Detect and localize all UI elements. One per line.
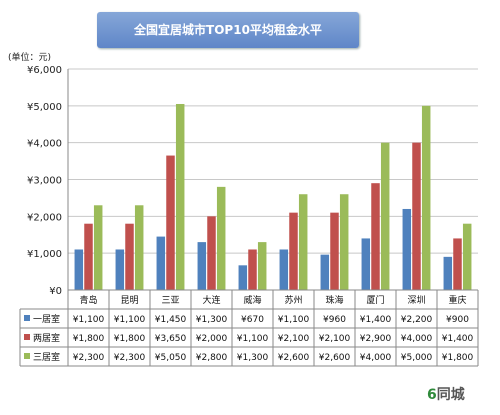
data-cell: ¥2,900: [360, 334, 392, 344]
data-cell: ¥1,800: [114, 334, 146, 344]
category-label: 大连: [202, 294, 220, 306]
bar-1-7: [371, 183, 380, 290]
y-tick-label: ¥0: [49, 286, 62, 297]
bar-1-6: [330, 212, 339, 290]
data-cell: ¥5,000: [401, 353, 433, 363]
bar-0-5: [279, 249, 289, 290]
bar-1-2: [166, 155, 175, 290]
y-tick-label: ¥3,000: [27, 176, 62, 187]
data-cell: ¥2,000: [196, 334, 228, 344]
category-label: 昆明: [120, 295, 138, 306]
bar-2-2: [175, 103, 185, 290]
data-cell: ¥2,300: [73, 353, 105, 363]
data-cell: ¥1,300: [196, 315, 228, 325]
bar-0-0: [74, 249, 84, 290]
bar-0-1: [115, 249, 125, 290]
category-label: 威海: [243, 294, 261, 306]
data-cell: ¥960: [323, 315, 346, 325]
category-label: 苏州: [284, 294, 302, 306]
data-cell: ¥1,400: [360, 315, 392, 325]
category-label: 三亚: [161, 295, 179, 306]
bar-0-6: [320, 254, 330, 290]
bar-1-3: [207, 216, 216, 290]
data-cell: ¥3,650: [155, 334, 187, 344]
category-label: 重庆: [448, 294, 466, 306]
bar-1-5: [289, 212, 298, 290]
bar-2-4: [257, 242, 267, 290]
chart-title: 全国宜居城市TOP10平均租金水平: [97, 12, 359, 48]
bar-2-6: [339, 194, 349, 290]
data-cell: ¥2,600: [278, 353, 310, 363]
bar-0-9: [443, 256, 453, 290]
legend-label: 一居室: [33, 313, 60, 325]
legend-label: 三居室: [33, 351, 60, 363]
bar-0-7: [361, 238, 371, 290]
data-cell: ¥4,000: [360, 353, 392, 363]
unit-label: (单位：元): [8, 53, 52, 63]
bar-1-8: [412, 142, 421, 290]
data-cell: ¥1,800: [442, 353, 474, 363]
data-cell: ¥1,100: [73, 315, 105, 325]
data-cell: ¥1,800: [73, 334, 105, 344]
data-cell: ¥2,600: [319, 353, 351, 363]
bar-1-9: [453, 238, 462, 290]
bar-0-3: [197, 242, 207, 290]
bar-2-5: [298, 194, 308, 290]
data-cell: ¥2,800: [196, 353, 228, 363]
y-tick-label: ¥4,000: [27, 139, 62, 150]
y-tick-label: ¥6,000: [27, 65, 62, 76]
y-tick-label: ¥2,000: [27, 212, 62, 223]
category-label: 青岛: [79, 294, 97, 306]
data-cell: ¥4,000: [401, 334, 433, 344]
bar-0-8: [402, 208, 412, 290]
data-cell: ¥1,300: [237, 353, 269, 363]
category-label: 深圳: [407, 295, 425, 306]
bar-1-4: [248, 249, 257, 290]
data-cell: ¥2,300: [114, 353, 146, 363]
watermark-logo: 6同城: [427, 387, 465, 403]
data-cell: ¥1,400: [442, 334, 474, 344]
bar-0-2: [156, 236, 166, 290]
category-label: 厦门: [366, 294, 384, 306]
bar-1-0: [84, 223, 93, 290]
bar-0-4: [238, 265, 248, 290]
data-cell: ¥670: [241, 315, 264, 325]
legend-swatch-2: [24, 353, 30, 359]
data-cell: ¥2,100: [319, 334, 351, 344]
data-cell: ¥1,100: [114, 315, 146, 325]
bar-2-8: [421, 105, 431, 290]
data-cell: ¥1,100: [278, 315, 310, 325]
bar-2-9: [462, 223, 472, 290]
legend-swatch-0: [24, 315, 30, 321]
y-tick-label: ¥5,000: [27, 102, 62, 113]
data-cell: ¥900: [446, 315, 469, 325]
data-cell: ¥1,450: [155, 315, 187, 325]
bar-1-1: [125, 223, 134, 290]
y-tick-label: ¥1,000: [27, 249, 62, 260]
category-label: 珠海: [325, 294, 343, 306]
bar-2-7: [380, 142, 390, 290]
legend-swatch-1: [24, 334, 30, 340]
bar-2-3: [216, 186, 226, 290]
legend-label: 两居室: [33, 332, 60, 344]
data-cell: ¥2,100: [278, 334, 310, 344]
data-cell: ¥2,200: [401, 315, 433, 325]
data-cell: ¥1,100: [237, 334, 269, 344]
data-cell: ¥5,050: [155, 353, 187, 363]
bar-2-0: [93, 205, 103, 290]
bar-2-1: [134, 205, 144, 290]
